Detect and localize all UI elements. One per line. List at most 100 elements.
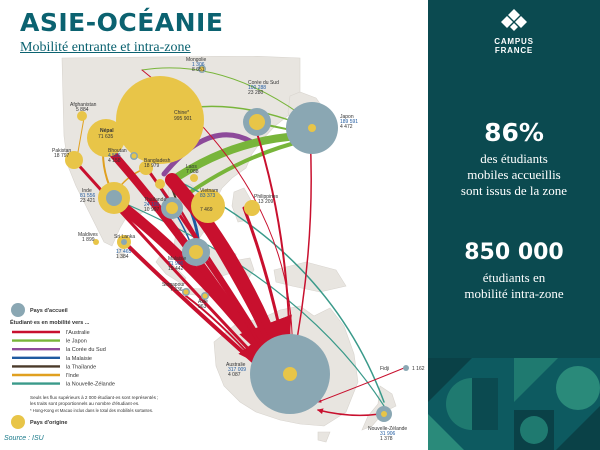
label-fidji-name: Fidji [380, 366, 389, 372]
sri-lanka-land [117, 247, 125, 259]
label-thailande-v2: 10 997 [144, 207, 160, 213]
label-nepal-name: Népal [100, 128, 114, 134]
label-afghanistan-name: Afghanistan [70, 102, 97, 108]
stat-2-line-2: mobilité intra-zone [464, 286, 564, 301]
bubble-vietnam [191, 189, 225, 223]
stat-1-line-1: des étudiants [480, 151, 548, 166]
decorative-pattern [428, 358, 600, 450]
label-australie-name: Australie [226, 362, 246, 368]
bubble-laos [190, 174, 198, 182]
label-laos-v1: 7 088 [186, 169, 199, 175]
label-afghanistan-v1: 5 884 [76, 107, 89, 113]
logo-line-2: FRANCE [494, 46, 534, 55]
label-australie-v1: 317 009 [228, 367, 246, 373]
label-maldives-v1: 1 899 [82, 237, 95, 243]
mobility-map: Mongolie 1 306 8 651 Corée du Sud 100 28… [10, 56, 425, 443]
label-coree-v1: 100 288 [248, 85, 266, 91]
source-note: Source : ISU [4, 435, 44, 442]
legend-host-swatch [11, 303, 25, 317]
label-singapour-v1: 7 336 [170, 287, 183, 293]
bubble-fiji [403, 365, 409, 371]
flow-korea-australia [255, 129, 294, 368]
legend-label-3: la Malaisie [66, 356, 92, 362]
campus-france-logo: CAMPUS FRANCE [428, 8, 600, 55]
flow-mongolia-japan [141, 67, 301, 115]
stat-1-line-3: sont issus de la zone [460, 183, 568, 198]
bubble-nz-origin [381, 411, 387, 417]
bubble-maldives [93, 239, 99, 245]
legend-label-2: la Corée du Sud [66, 347, 106, 353]
bubbles [65, 65, 409, 422]
bubble-malaysia-origin [189, 245, 203, 259]
page-subtitle: Mobilité entrante et intra-zone [20, 40, 191, 55]
label-nz-name: Nouvelle-Zélande [368, 426, 407, 432]
label-coree-v2: 23 280 [248, 90, 264, 96]
sumatra-land [155, 255, 187, 285]
flow-nz-australia [317, 408, 381, 417]
flow-china-japan [166, 132, 304, 186]
page-title: ASIE-OCÉANIE [20, 8, 224, 37]
legend-label-6: la Nouvelle-Zélande [66, 382, 115, 388]
label-philippines-v1: 13 209 [258, 199, 274, 205]
flow-afg-pakistan [77, 117, 85, 153]
label-malaisie-v1: 71 906 [168, 261, 184, 267]
stat-2-line-1: étudiants en [482, 270, 546, 285]
label-asie-name: Asie [198, 299, 208, 305]
label-nepal-v1: 71 635 [98, 134, 114, 140]
stat-2-value: 850 000 [464, 240, 564, 265]
logo-diamond-icon [501, 9, 527, 31]
bubble-china-marker [155, 179, 165, 189]
label-bhoutan-name: Bhoutan [108, 148, 127, 154]
label-malaisie-name: Malaisie [168, 256, 187, 262]
bubble-philippines [244, 200, 260, 216]
bubble-nepal [87, 119, 125, 157]
bubble-pakistan [65, 151, 83, 169]
bubble-bangladesh [139, 161, 153, 175]
stat-1-line-2: mobiles accueillis [467, 167, 561, 182]
flow-india-nz [111, 197, 385, 407]
label-japon-v1: 189 591 [340, 119, 358, 125]
legend-host-label: Pays d'accueil [30, 308, 68, 314]
label-bhoutan-v1: 4 556 [108, 153, 121, 159]
legend-label-5: l'Inde [66, 373, 79, 379]
map-legend: Pays d'accueil Étudiant·es en mobilité v… [10, 303, 158, 429]
country-labels: Mongolie 1 306 8 651 Corée du Sud 100 28… [52, 57, 425, 442]
label-japon-v2: 4 472 [340, 124, 353, 130]
label-malaisie-v2: 15 442 [168, 266, 184, 272]
legend-origin-swatch [11, 415, 25, 429]
label-inde-name: Inde [82, 188, 92, 194]
label-chine-name: Chine* [174, 110, 189, 116]
label-srilanka-v1: 17 465 [116, 249, 132, 255]
label-srilanka-v2: 1 384 [116, 254, 129, 260]
label-singapour-name: Singapour [162, 282, 185, 288]
label-mongolie-name: Mongolie [186, 57, 207, 63]
legend-flow-items: l'Australie le Japon la Corée du Sud la Mal… [12, 330, 115, 388]
legend-note-2: les traits sont proportionnels au nombre… [30, 401, 139, 406]
logo-line-1: CAMPUS [494, 37, 534, 46]
label-srilanka-name: Sri Lanka [114, 234, 135, 240]
legend-label-0: l'Australie [66, 330, 90, 336]
flow-fiji-australia [317, 367, 405, 403]
legend-label-1: le Japon [66, 339, 87, 345]
legend-origin-label: Pays d'origine [30, 420, 67, 426]
bubble-thailand-origin [166, 202, 178, 214]
label-coree-name: Corée du Sud [248, 80, 279, 86]
bubble-mongolia-origin [199, 66, 205, 72]
bubble-srilanka-origin [121, 239, 127, 245]
flow-china-korea [161, 132, 255, 177]
legend-note-1: Seuls les flux supérieurs à 2 000 étudia… [30, 395, 158, 400]
bubble-bhoutan-origin [131, 153, 137, 159]
label-pakistan-v1: 18 797 [54, 153, 70, 159]
legend-label-4: la Thaïlande [66, 364, 96, 370]
bubble-australia-origin [283, 367, 297, 381]
label-maldives-name: Maldives [78, 232, 98, 238]
legend-note-3: * Hong-Kong et Macao inclus dans le tota… [30, 408, 153, 413]
label-fidji-v1: 1 162 [412, 366, 425, 372]
label-thailande-v1: 24 196 [144, 202, 160, 208]
label-inde-v2: 23 421 [80, 198, 96, 204]
label-japon-name: Japon [340, 114, 354, 120]
tasmania-land [317, 431, 331, 443]
label-bangladesh-name: Bangladesh [144, 158, 171, 164]
bubble-japan-origin [308, 124, 316, 132]
bubble-korea-origin [249, 114, 265, 130]
